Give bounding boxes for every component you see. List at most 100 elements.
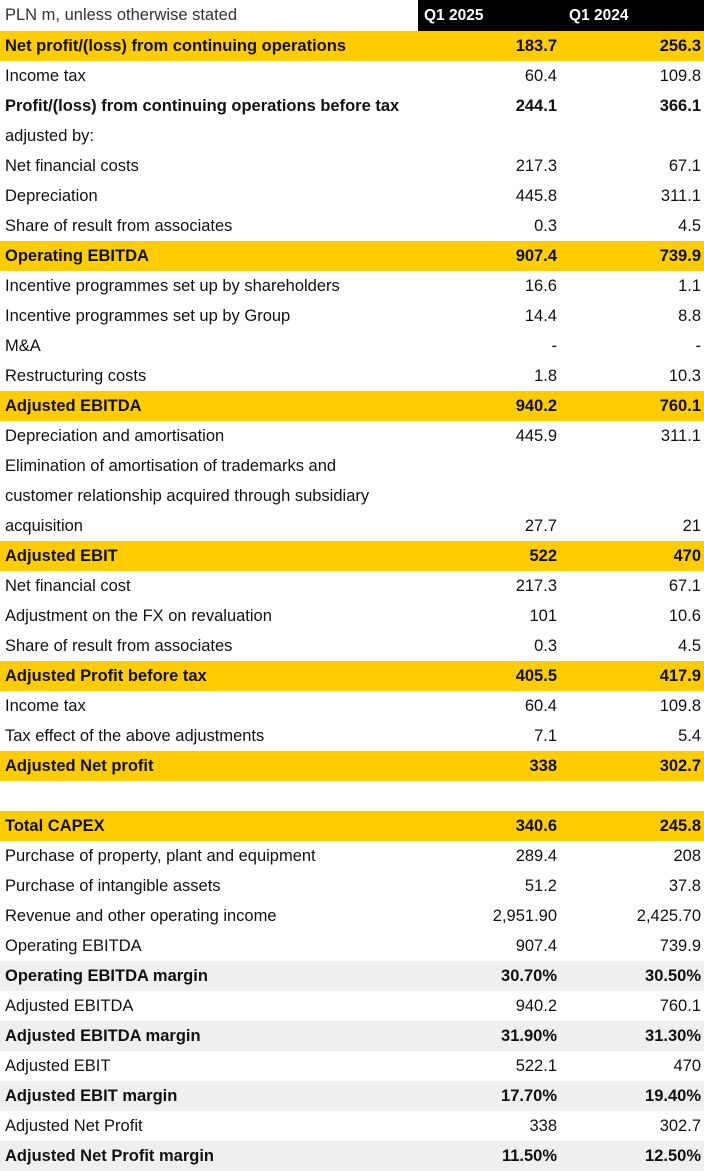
value-q1-2024: 5.4 (678, 726, 701, 745)
value-q1-2024: 67.1 (668, 156, 701, 175)
row-label: Income tax (5, 696, 86, 715)
value-q1-2025: 338 (529, 1116, 557, 1135)
value-q1-2025: 522.1 (515, 1056, 557, 1075)
value-q1-2025: 940.2 (515, 396, 557, 415)
value-q1-2024: 67.1 (668, 576, 701, 595)
value-q1-2024: 4.5 (678, 636, 701, 655)
value-q1-2025: 17.70% (501, 1086, 557, 1105)
table-row: Operating EBITDA 907.4 739.9 (0, 931, 704, 961)
value-q1-2024: 8.8 (678, 306, 701, 325)
value-q1-2024: 311.1 (660, 426, 701, 445)
value-q1-2025: 183.7 (515, 36, 557, 55)
table-row: Operating EBITDA 907.4 739.9 (0, 241, 704, 271)
table-row: Purchase of intangible assets 51.2 37.8 (0, 871, 704, 901)
row-label: Profit/(loss) from continuing operations… (5, 96, 400, 115)
table-row: Share of result from associates 0.3 4.5 (0, 631, 704, 661)
value-q1-2024: 109.8 (659, 696, 701, 715)
table-row: customer relationship acquired through s… (0, 481, 704, 511)
row-label: acquisition (5, 516, 83, 535)
value-q1-2025: 51.2 (524, 876, 557, 895)
row-label: Purchase of intangible assets (5, 876, 221, 895)
value-q1-2025: 940.2 (515, 996, 557, 1015)
table-row: Net profit/(loss) from continuing operat… (0, 31, 704, 61)
column-header-q1-2025: Q1 2025 (418, 0, 563, 31)
value-q1-2024: 256.3 (659, 36, 701, 55)
row-label: Adjusted EBITDA margin (5, 1026, 201, 1045)
value-q1-2024: 21 (682, 516, 701, 535)
table-row: Income tax 60.4 109.8 (0, 61, 704, 91)
value-q1-2025: 1.8 (534, 366, 557, 385)
row-label: Adjusted EBITDA (5, 996, 134, 1015)
row-label: Restructuring costs (5, 366, 147, 385)
row-label: Total CAPEX (5, 816, 105, 835)
column-header-q1-2024: Q1 2024 (563, 0, 704, 31)
value-q1-2025: 60.4 (524, 66, 557, 85)
row-label: Incentive programmes set up by Group (5, 306, 291, 325)
value-q1-2024: 760.1 (659, 996, 701, 1015)
row-label: Adjusted EBITDA (5, 396, 142, 415)
value-q1-2025: 217.3 (515, 156, 557, 175)
units-label: PLN m, unless otherwise stated (5, 6, 238, 24)
value-q1-2025: 217.3 (515, 576, 557, 595)
value-q1-2024: 739.9 (659, 936, 701, 955)
table-row: adjusted by: (0, 121, 704, 151)
table-row: acquisition 27.7 21 (0, 511, 704, 541)
table-row: Income tax 60.4 109.8 (0, 691, 704, 721)
row-label: Share of result from associates (5, 636, 233, 655)
value-q1-2024: 245.8 (659, 816, 701, 835)
table-row: Adjusted EBITDA margin 31.90% 31.30% (0, 1021, 704, 1051)
value-q1-2025: 522 (529, 546, 557, 565)
value-q1-2024: 10.3 (668, 366, 701, 385)
value-q1-2025: 445.9 (515, 426, 557, 445)
table-row: Tax effect of the above adjustments 7.1 5.… (0, 721, 704, 751)
table-row (0, 781, 704, 811)
value-q1-2025: 445.8 (515, 186, 557, 205)
table-row: Total CAPEX 340.6 245.8 (0, 811, 704, 841)
table-row: Operating EBITDA margin 30.70% 30.50% (0, 961, 704, 991)
value-q1-2025: 907.4 (515, 936, 557, 955)
table-row: Net financial cost 217.3 67.1 (0, 571, 704, 601)
value-q1-2024: 739.9 (659, 246, 701, 265)
value-q1-2024: 12.50% (645, 1146, 701, 1165)
row-label: Adjusted Net Profit (5, 1116, 143, 1135)
value-q1-2024: 302.7 (659, 756, 701, 775)
row-label: Operating EBITDA (5, 246, 149, 265)
value-q1-2025: 14.4 (524, 306, 557, 325)
row-label: Tax effect of the above adjustments (5, 726, 265, 745)
table-row: Restructuring costs 1.8 10.3 (0, 361, 704, 391)
value-q1-2024: 109.8 (659, 66, 701, 85)
value-q1-2024: 760.1 (659, 396, 701, 415)
value-q1-2025: 60.4 (524, 696, 557, 715)
table-row: Adjusted Net Profit margin 11.50% 12.50% (0, 1141, 704, 1171)
row-label: Revenue and other operating income (5, 906, 277, 925)
value-q1-2024: - (695, 336, 702, 355)
row-label: Income tax (5, 66, 86, 85)
table-row: Adjusted Profit before tax 405.5 417.9 (0, 661, 704, 691)
row-label: adjusted by: (5, 126, 94, 145)
value-q1-2025: - (551, 336, 558, 355)
value-q1-2024: 30.50% (645, 966, 701, 985)
row-label: Adjusted EBIT (5, 1056, 111, 1075)
table-row: Depreciation and amortisation 445.9 311.1 (0, 421, 704, 451)
value-q1-2025: 244.1 (515, 96, 557, 115)
value-q1-2024: 2,425.70 (636, 906, 701, 925)
row-label: Adjusted Profit before tax (5, 666, 207, 685)
row-label: Operating EBITDA (5, 936, 142, 955)
table-row: Incentive programmes set up by sharehold… (0, 271, 704, 301)
value-q1-2024: 19.40% (645, 1086, 701, 1105)
table-row: Adjusted EBITDA 940.2 760.1 (0, 391, 704, 421)
value-q1-2025: 338 (529, 756, 557, 775)
table-row: Adjusted Net profit 338 302.7 (0, 751, 704, 781)
row-label: Share of result from associates (5, 216, 233, 235)
row-label: Net financial cost (5, 576, 131, 595)
table-row: Adjusted EBITDA 940.2 760.1 (0, 991, 704, 1021)
row-label: Elimination of amortisation of trademark… (5, 456, 337, 475)
table-row: Profit/(loss) from continuing operations… (0, 91, 704, 121)
value-q1-2024: 208 (673, 846, 701, 865)
value-q1-2024: 302.7 (659, 1116, 701, 1135)
value-q1-2024: 10.6 (668, 606, 701, 625)
value-q1-2025: 31.90% (501, 1026, 557, 1045)
table-row: Depreciation 445.8 311.1 (0, 181, 704, 211)
table-row: Purchase of property, plant and equipmen… (0, 841, 704, 871)
